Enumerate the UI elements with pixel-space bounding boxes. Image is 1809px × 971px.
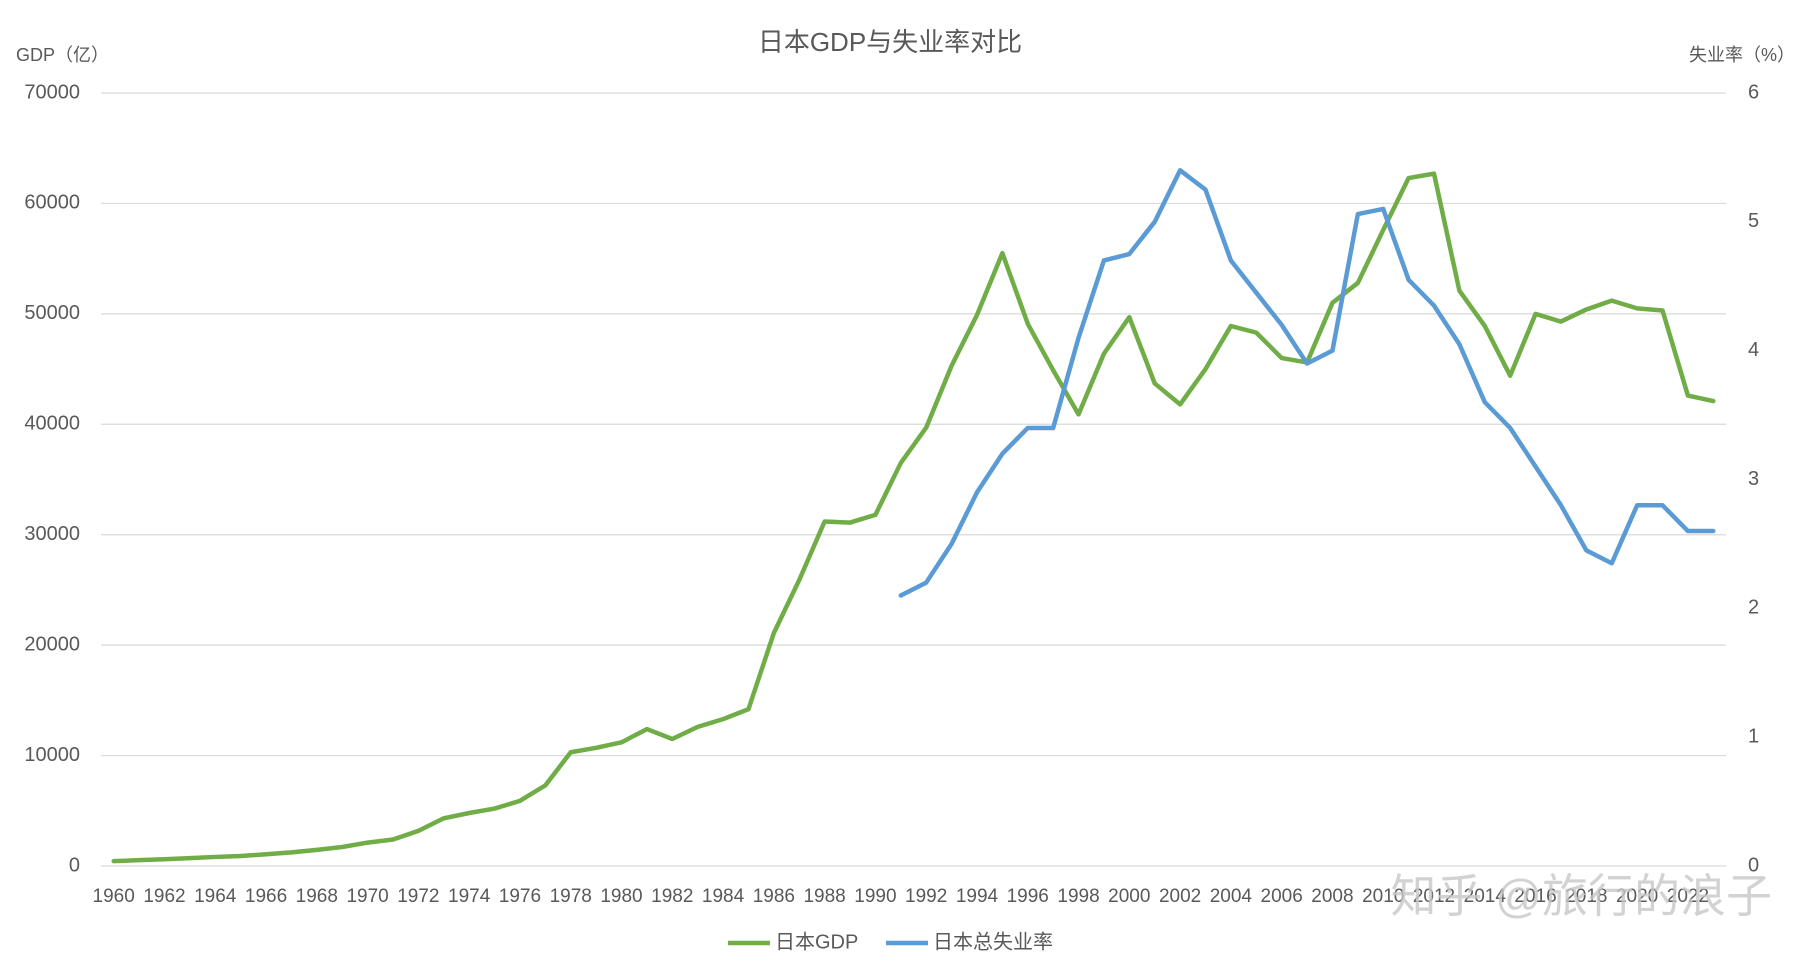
x-tick-label: 2000 xyxy=(1108,886,1150,907)
x-tick-label: 1966 xyxy=(245,886,287,907)
legend-label: 日本GDP xyxy=(775,930,858,953)
legend-label: 日本总失业率 xyxy=(933,930,1053,953)
x-tick-label: 2018 xyxy=(1565,886,1607,907)
y-tick-label: 70000 xyxy=(24,81,80,103)
series-line xyxy=(111,171,1716,864)
y2-tick-label: 4 xyxy=(1748,339,1759,361)
x-tick-label: 1998 xyxy=(1057,886,1099,907)
x-tick-label: 1962 xyxy=(143,886,185,907)
x-tick-label: 2020 xyxy=(1616,886,1658,907)
y-tick-label: 50000 xyxy=(24,302,80,324)
y-tick-label: 20000 xyxy=(24,633,80,655)
x-tick-label: 2010 xyxy=(1362,886,1404,907)
x-tick-label: 2014 xyxy=(1464,886,1507,907)
x-tick-label: 1994 xyxy=(956,886,999,907)
x-tick-label: 2006 xyxy=(1261,886,1303,907)
y2-tick-label: 5 xyxy=(1748,210,1759,232)
x-tick-label: 1990 xyxy=(854,886,896,907)
y-tick-label: 30000 xyxy=(24,523,80,545)
y2-tick-label: 0 xyxy=(1748,854,1759,876)
x-tick-label: 1988 xyxy=(803,886,845,907)
x-tick-label: 2012 xyxy=(1413,886,1455,907)
y-tick-label: 0 xyxy=(69,854,80,876)
watermark: 知乎 @旅行的浪子 xyxy=(1391,870,1772,922)
y2-tick-label: 6 xyxy=(1748,81,1759,103)
x-tick-label: 1964 xyxy=(194,886,237,907)
x-tick-label: 1980 xyxy=(600,886,642,907)
x-tick-label: 1982 xyxy=(651,886,693,907)
y2-tick-label: 1 xyxy=(1748,725,1759,747)
x-tick-label: 1976 xyxy=(499,886,541,907)
y-tick-label: 40000 xyxy=(24,413,80,435)
x-tick-label: 1972 xyxy=(397,886,439,907)
y-tick-label: 10000 xyxy=(24,744,80,766)
x-tick-label: 1974 xyxy=(448,886,491,907)
x-tick-label: 1968 xyxy=(296,886,338,907)
chart-title: 日本GDP与失业率对比 xyxy=(758,27,1022,57)
series-line xyxy=(898,168,1716,598)
y-axis-title: GDP（亿） xyxy=(16,45,109,65)
x-tick-label: 1960 xyxy=(93,886,135,907)
x-tick-label: 2008 xyxy=(1311,886,1353,907)
x-tick-label: 2022 xyxy=(1667,886,1709,907)
x-tick-label: 1992 xyxy=(905,886,947,907)
x-tick-label: 2004 xyxy=(1210,886,1253,907)
x-tick-label: 2016 xyxy=(1514,886,1556,907)
x-tick-label: 1984 xyxy=(702,886,745,907)
x-tick-label: 1986 xyxy=(753,886,795,907)
y2-tick-label: 3 xyxy=(1748,468,1759,490)
x-tick-label: 2002 xyxy=(1159,886,1201,907)
y2-axis-title: 失业率（%） xyxy=(1689,45,1795,65)
x-tick-label: 1996 xyxy=(1007,886,1049,907)
x-tick-label: 1970 xyxy=(346,886,388,907)
y2-tick-label: 2 xyxy=(1748,597,1759,619)
y-tick-label: 60000 xyxy=(24,192,80,214)
x-tick-label: 1978 xyxy=(550,886,592,907)
